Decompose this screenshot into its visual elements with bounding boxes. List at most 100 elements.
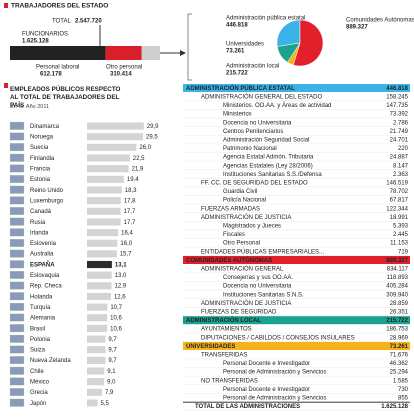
row-value: 28.859 (390, 301, 409, 307)
country-label: Eslovenia (30, 241, 57, 247)
country-label: Reino Unido (30, 188, 64, 194)
value-label: 18,3 (125, 188, 137, 194)
bar (87, 303, 108, 311)
value-label: 10,7 (110, 305, 122, 311)
country-label: Estonia (30, 177, 51, 183)
row-label: Consejerías y sus OO.AA. (223, 275, 293, 281)
value-label: 9,0 (107, 380, 116, 386)
row-label: ENTIDADES PÚBLICAS EMPRESARIALES... (201, 248, 324, 255)
value-label: 17,7 (124, 209, 136, 215)
row-label: Personal Docente e Investigador (223, 387, 310, 393)
flag (9, 196, 25, 205)
flag (9, 270, 25, 279)
row-value: 8.147 (393, 163, 409, 169)
row-value: 147.735 (386, 103, 408, 109)
bar (87, 292, 111, 301)
country-label: Irlanda (30, 230, 49, 236)
row-label: Agencia Estatal Admón. Tributaria (223, 155, 314, 161)
country-label: Eslovaquia (30, 273, 60, 279)
country-label: Francia (30, 167, 51, 173)
row-label: Personal de Administración y Servicios (223, 395, 326, 401)
pie-label: Administración local (226, 64, 279, 70)
value-label: 19,4 (127, 177, 139, 183)
country-label: ESPAÑA (30, 261, 55, 268)
value-label: 7,9 (105, 390, 114, 396)
row-value: 146.519 (386, 180, 408, 186)
bar-chart-title: EMPLEADOS PÚBLICOS RESPECTO AL TOTAL DE … (10, 86, 121, 109)
flag (9, 207, 25, 215)
value-label: 9,7 (108, 337, 117, 343)
row-value: 5.393 (393, 223, 409, 229)
bar (87, 250, 117, 258)
value-label: 9,7 (108, 348, 117, 354)
row-value: 73.261 (390, 344, 409, 350)
row-value: 122.344 (386, 206, 408, 212)
bar (87, 388, 103, 396)
row-value: 67.817 (390, 198, 409, 204)
country-label: Rep. Checa (30, 284, 62, 290)
row-value: 446.818 (386, 86, 408, 92)
segment-value: 612.178 (40, 72, 62, 78)
row-label: ADMINISTRACIÓN DE JUSTICIA (201, 300, 291, 307)
row-label: TRANSFERIDAS (201, 352, 247, 358)
segment-value: 1.625.128 (22, 39, 49, 45)
value-label: 16,4 (121, 230, 133, 236)
bar (87, 356, 106, 364)
bar (87, 175, 124, 183)
row-label: UNIVERSIDADES (186, 344, 235, 350)
value-label: 10,6 (110, 326, 122, 332)
row-label: Otro Personal (223, 241, 260, 247)
row-value: 11.153 (390, 241, 409, 247)
country-label: Noruega (30, 135, 54, 141)
row-label: Centros Penitenciarios (223, 129, 283, 135)
bar (87, 229, 119, 237)
bullet (4, 83, 8, 88)
bracket (187, 13, 192, 81)
flag (9, 356, 25, 365)
flag (9, 324, 25, 333)
country-label: Canadá (30, 209, 52, 215)
row-value: 2.445 (393, 232, 409, 238)
country-label: Australia (30, 252, 54, 258)
row-label: ADMINISTRACIÓN PÚBLICA ESTATAL (186, 84, 295, 92)
row-label: Guardia Civil (223, 189, 257, 195)
value-label: 5,5 (100, 401, 109, 407)
row-label: ADMINISTRACIÓN GENERAL (201, 265, 284, 272)
row-value: 186.753 (386, 327, 408, 333)
flag (9, 366, 25, 375)
flag (9, 345, 25, 354)
row-value: 25.294 (390, 370, 409, 376)
bar-segment (105, 46, 142, 60)
bar (87, 260, 112, 269)
value-label: 9,7 (108, 358, 117, 364)
bar (87, 367, 105, 375)
segment-label: Otro personal (106, 65, 142, 71)
bar (87, 143, 137, 151)
row-label: Personal de Administración y Servicios (223, 370, 326, 376)
section-band (183, 316, 410, 325)
value-label: 13,0 (115, 273, 127, 279)
country-label: Suecia (30, 145, 49, 151)
row-label: Patrimonio Nacional (223, 146, 277, 152)
row-value: 18.991 (390, 215, 409, 221)
row-label: Docencia no Universitaria (223, 284, 292, 290)
pie-label: Comunidades Autónomas (346, 18, 414, 24)
pie-label: Administración pública estatal (226, 16, 305, 22)
flag (9, 217, 25, 226)
row-label: ADMINISTRACIÓN GENERAL DEL ESTADO (201, 93, 322, 100)
page-title: TRABAJADORES DEL ESTADO (11, 3, 108, 10)
row-value: 78.702 (390, 189, 409, 195)
row-label: TOTAL DE LAS ADMINISTRACIONES (195, 404, 300, 410)
row-value: 46.362 (390, 361, 409, 367)
flag (9, 132, 25, 141)
arrow (180, 50, 186, 56)
bar (87, 314, 108, 322)
pie-slice (276, 19, 301, 47)
bar-chart-subtitle: En %. Año 2011 (10, 104, 50, 110)
country-label: Finlandia (30, 156, 55, 162)
row-label: COMUNIDADES AUTÓNOMAS (186, 256, 272, 264)
row-label: Agencias Estatales (Ley 28/2006) (223, 163, 313, 169)
pie-value: 889.327 (346, 25, 368, 31)
flag (9, 388, 25, 397)
row-value: 118.893 (387, 275, 409, 281)
